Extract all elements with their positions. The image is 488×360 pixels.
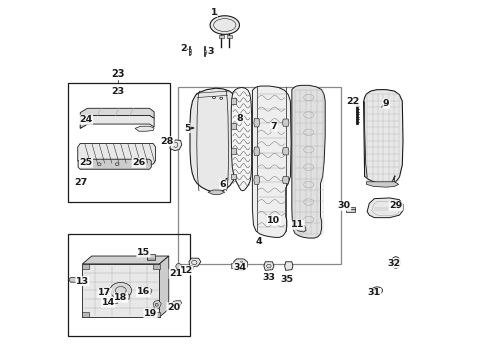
Polygon shape xyxy=(80,116,154,129)
Text: 29: 29 xyxy=(388,201,402,210)
Text: 34: 34 xyxy=(233,264,246,273)
Text: 26: 26 xyxy=(132,158,145,167)
Text: 18: 18 xyxy=(114,293,127,302)
Polygon shape xyxy=(175,263,182,271)
Polygon shape xyxy=(142,288,152,296)
Polygon shape xyxy=(291,85,325,238)
Text: 4: 4 xyxy=(255,237,262,246)
Text: 6: 6 xyxy=(219,180,226,189)
Polygon shape xyxy=(282,148,288,155)
Text: 16: 16 xyxy=(137,287,150,296)
Polygon shape xyxy=(135,126,154,131)
Text: 17: 17 xyxy=(98,288,111,297)
Bar xyxy=(203,50,206,51)
Bar xyxy=(68,234,190,336)
Ellipse shape xyxy=(390,257,400,268)
Text: 31: 31 xyxy=(367,288,380,297)
Polygon shape xyxy=(230,263,235,268)
Ellipse shape xyxy=(110,282,131,298)
Bar xyxy=(82,264,89,269)
Bar xyxy=(82,312,89,317)
Text: 20: 20 xyxy=(166,303,180,312)
Polygon shape xyxy=(231,148,235,154)
Bar xyxy=(345,207,354,212)
Text: 15: 15 xyxy=(137,248,150,257)
Text: 13: 13 xyxy=(76,276,89,285)
Polygon shape xyxy=(253,147,259,156)
Bar xyxy=(147,254,155,260)
Bar xyxy=(226,36,231,39)
Polygon shape xyxy=(153,300,161,310)
Text: 27: 27 xyxy=(75,178,88,187)
Text: 5: 5 xyxy=(183,123,190,132)
Polygon shape xyxy=(366,182,398,187)
Bar xyxy=(153,264,159,269)
Text: 11: 11 xyxy=(290,220,304,229)
Polygon shape xyxy=(282,176,288,184)
Polygon shape xyxy=(282,119,288,126)
Polygon shape xyxy=(188,265,193,270)
Bar xyxy=(188,49,191,51)
Text: 3: 3 xyxy=(207,47,213,56)
Polygon shape xyxy=(253,176,259,184)
Polygon shape xyxy=(233,259,247,270)
Polygon shape xyxy=(78,159,151,169)
Bar xyxy=(218,36,223,39)
Text: 33: 33 xyxy=(262,273,275,282)
Polygon shape xyxy=(169,140,182,150)
Polygon shape xyxy=(69,278,80,282)
Polygon shape xyxy=(252,86,290,237)
Text: 21: 21 xyxy=(169,269,182,278)
Polygon shape xyxy=(292,224,305,232)
Bar xyxy=(188,52,191,54)
Text: 30: 30 xyxy=(337,201,350,210)
Text: 22: 22 xyxy=(346,97,359,106)
Text: 32: 32 xyxy=(387,259,400,268)
Text: 12: 12 xyxy=(180,266,193,275)
Polygon shape xyxy=(231,87,251,191)
Polygon shape xyxy=(82,256,168,264)
Polygon shape xyxy=(284,262,292,270)
Polygon shape xyxy=(122,294,129,299)
Text: 8: 8 xyxy=(236,114,243,123)
Polygon shape xyxy=(80,116,87,129)
Text: 23: 23 xyxy=(111,86,124,95)
Polygon shape xyxy=(78,143,155,164)
Bar xyxy=(68,83,170,202)
Polygon shape xyxy=(253,118,259,127)
Ellipse shape xyxy=(210,16,239,35)
Polygon shape xyxy=(110,299,118,304)
Text: 35: 35 xyxy=(280,275,293,284)
Polygon shape xyxy=(366,198,402,218)
Polygon shape xyxy=(231,123,235,129)
Ellipse shape xyxy=(371,287,382,294)
Text: 10: 10 xyxy=(267,216,280,225)
Polygon shape xyxy=(82,264,159,317)
Text: 23: 23 xyxy=(111,69,125,79)
Polygon shape xyxy=(231,98,235,104)
Text: 2: 2 xyxy=(180,44,186,53)
Bar xyxy=(153,312,159,317)
Polygon shape xyxy=(363,90,402,184)
Polygon shape xyxy=(188,258,201,267)
Polygon shape xyxy=(231,174,235,179)
Text: 7: 7 xyxy=(270,122,277,131)
Polygon shape xyxy=(104,291,112,297)
Text: 25: 25 xyxy=(79,158,92,167)
Text: 9: 9 xyxy=(382,99,388,108)
Text: 24: 24 xyxy=(79,115,92,124)
Bar xyxy=(178,87,341,264)
Polygon shape xyxy=(264,262,273,270)
Polygon shape xyxy=(190,88,236,192)
Text: 14: 14 xyxy=(102,298,115,307)
Polygon shape xyxy=(172,300,182,306)
Polygon shape xyxy=(80,108,154,120)
Text: 28: 28 xyxy=(161,137,174,146)
Bar xyxy=(203,53,206,54)
Polygon shape xyxy=(207,190,224,194)
Text: 1: 1 xyxy=(210,8,217,17)
Text: 19: 19 xyxy=(143,309,157,318)
Polygon shape xyxy=(159,256,168,317)
